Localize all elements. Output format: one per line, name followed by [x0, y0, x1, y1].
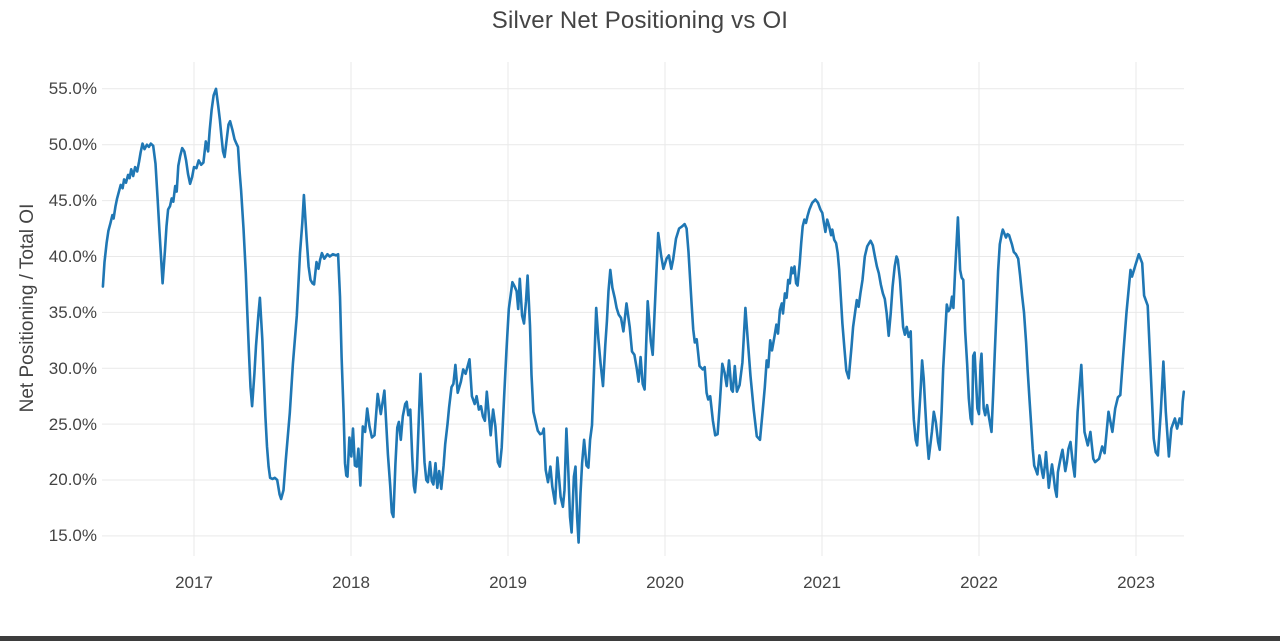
x-tick-label: 2017	[175, 573, 213, 592]
y-tick-label: 50.0%	[48, 135, 97, 154]
y-tick-label: 25.0%	[48, 415, 97, 434]
y-tick-label: 15.0%	[48, 526, 97, 545]
series-line[interactable]	[101, 87, 1186, 544]
y-tick-label: 40.0%	[48, 247, 97, 266]
x-tick-label: 2022	[960, 573, 998, 592]
window-bottom-border	[0, 636, 1280, 641]
x-tick-label: 2021	[803, 573, 841, 592]
y-tick-label: 55.0%	[48, 79, 97, 98]
y-tick-label: 20.0%	[48, 470, 97, 489]
chart-title: Silver Net Positioning vs OI	[491, 7, 789, 34]
y-tick-label: 45.0%	[48, 191, 97, 210]
y-tick-label: 35.0%	[48, 303, 97, 322]
x-tick-label: 2023	[1117, 573, 1155, 592]
x-tick-label: 2020	[646, 573, 684, 592]
y-tick-label: 30.0%	[48, 359, 97, 378]
x-tick-label: 2018	[332, 573, 370, 592]
x-tick-label: 2019	[489, 573, 527, 592]
